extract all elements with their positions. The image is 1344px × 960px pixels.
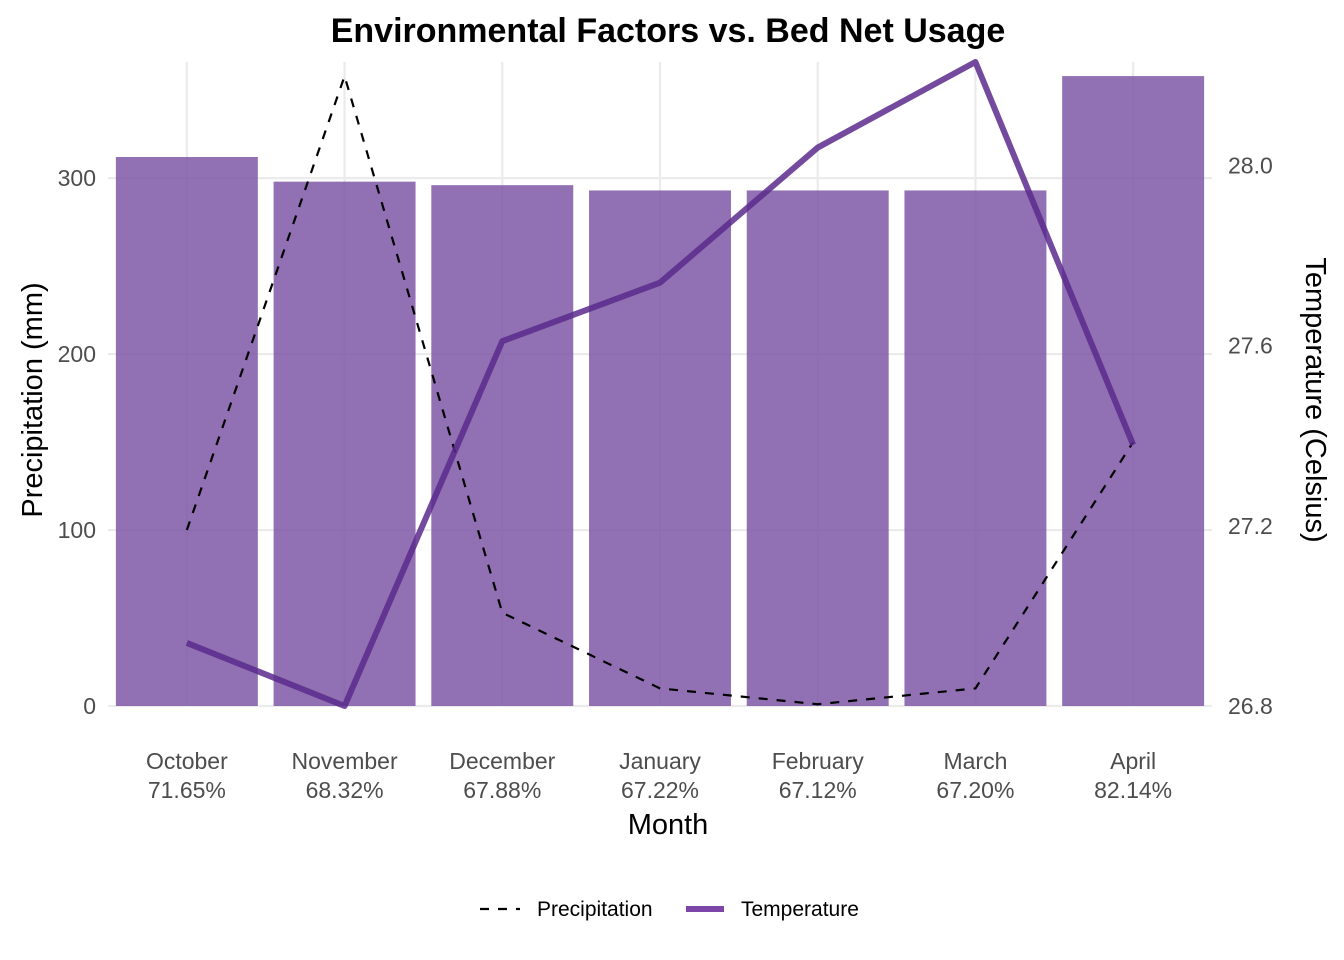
y2-tick-label: 26.8 [1228, 693, 1273, 719]
y-tick-label: 200 [58, 341, 96, 367]
x-tick-sublabel: 82.14% [1094, 777, 1172, 803]
x-tick-label: April [1110, 748, 1156, 774]
bar [273, 181, 416, 706]
line-layer [185, 59, 1136, 709]
bar [904, 190, 1047, 706]
tick-layer: 0 100 200 300 26.8 27.2 27.6 28.0 October 71.65% N… [58, 153, 1273, 803]
bar [589, 190, 731, 706]
x-tick-sublabel: 67.22% [621, 777, 699, 803]
x-tick-sublabel: 67.20% [936, 777, 1014, 803]
legend-label-temperature: Temperature [741, 898, 859, 921]
x-tick-label: November [292, 748, 398, 774]
x-tick-label: March [943, 748, 1007, 774]
series-line-precipitation [185, 72, 1135, 706]
bar [746, 190, 889, 706]
x-tick-sublabel: 71.65% [148, 777, 226, 803]
x-tick-label: February [772, 748, 865, 774]
legend-label-precipitation: Precipitation [537, 898, 653, 921]
y-axis-title: Precipitation (mm) [17, 282, 49, 517]
y-tick-label: 0 [83, 693, 96, 719]
bar [115, 157, 258, 707]
x-tick-label: January [619, 748, 701, 774]
bar [1062, 76, 1205, 707]
series-line-temperature [185, 59, 1136, 709]
x-tick-sublabel: 67.88% [463, 777, 541, 803]
y2-axis-title: Temperature (Celsius) [1299, 257, 1331, 542]
x-tick-sublabel: 67.12% [779, 777, 857, 803]
y-tick-label: 100 [58, 517, 96, 543]
x-axis-title: Month [628, 809, 709, 841]
x-tick-sublabel: 68.32% [306, 777, 384, 803]
y2-tick-label: 28.0 [1228, 153, 1273, 179]
x-tick-label: December [449, 748, 555, 774]
x-tick-label: October [146, 748, 228, 774]
chart-title: Environmental Factors vs. Bed Net Usage [331, 12, 1006, 50]
y-tick-label: 300 [58, 165, 96, 191]
y2-tick-label: 27.2 [1228, 513, 1273, 539]
y2-tick-label: 27.6 [1228, 333, 1273, 359]
legend: Precipitation Temperature [480, 898, 859, 921]
